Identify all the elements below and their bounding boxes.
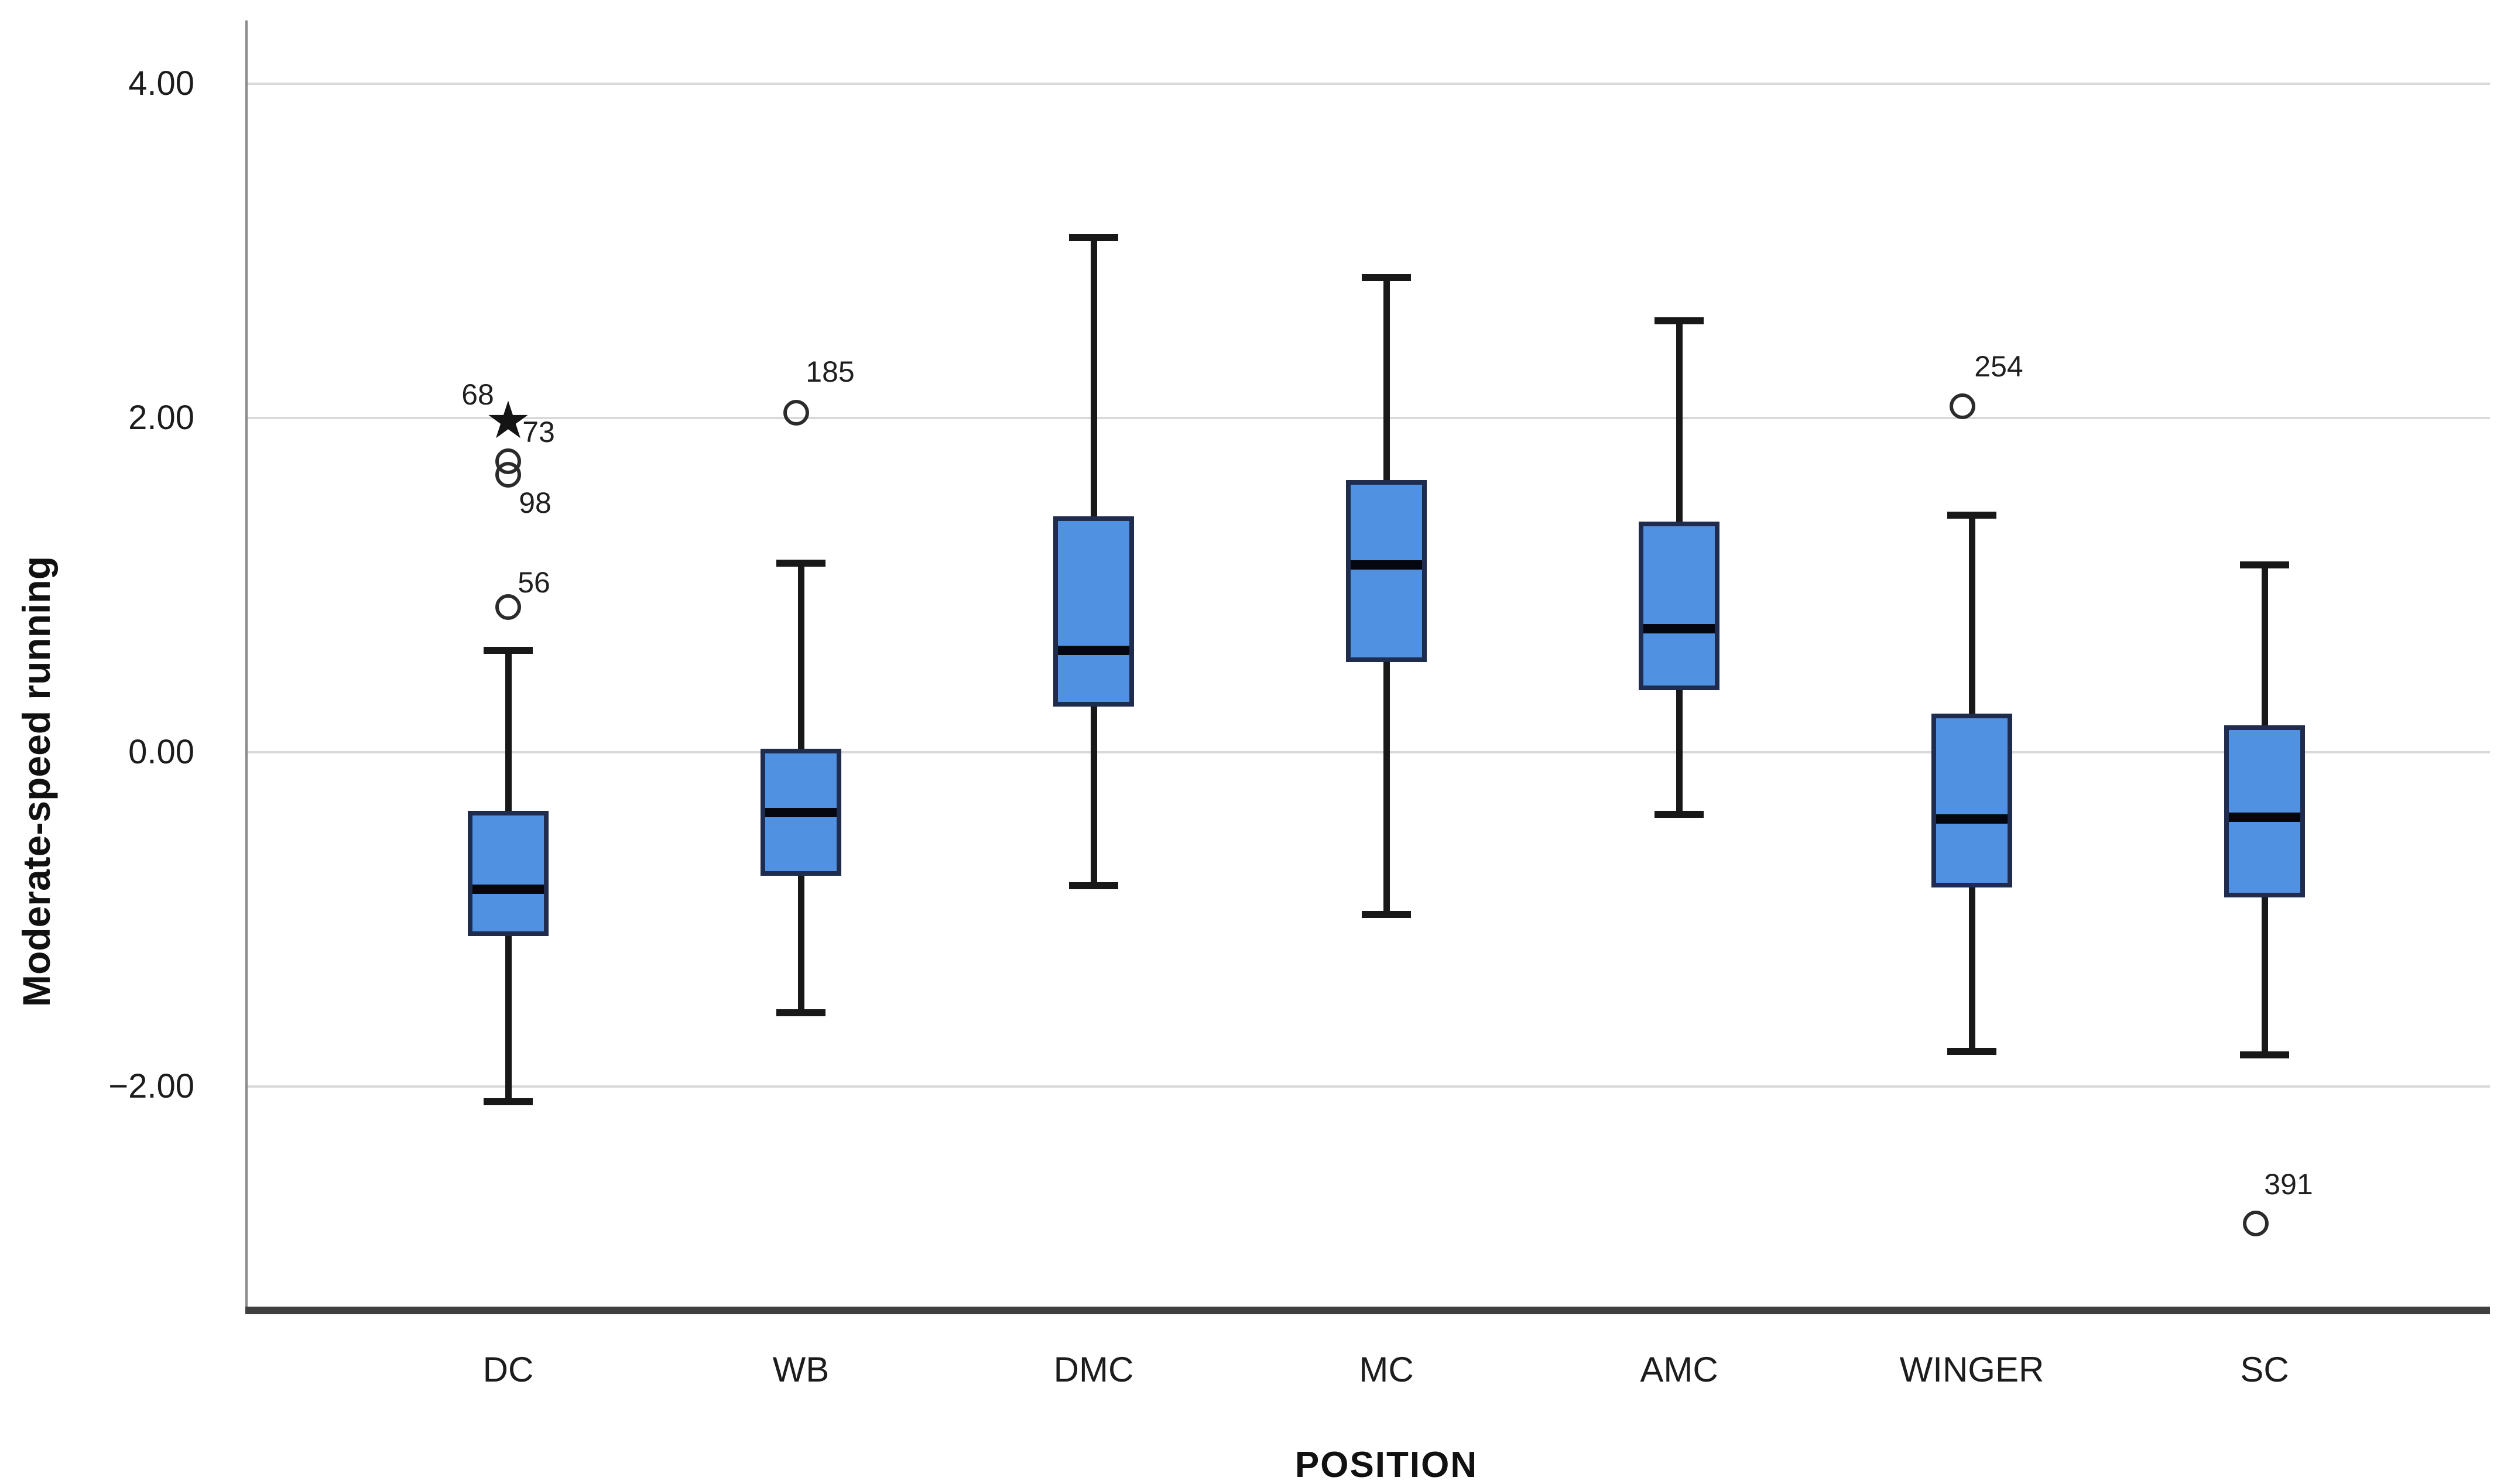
- ytick-4.00: 4.00: [128, 64, 194, 102]
- y-axis-title: Moderate-speed running: [15, 556, 58, 1007]
- outlier-case-label-254: 254: [1974, 350, 2023, 383]
- gridline-0.00: [245, 751, 2490, 753]
- box-AMC: [1639, 522, 1719, 690]
- outlier-case-label-68: 68: [461, 378, 494, 411]
- median-WB: [765, 808, 837, 817]
- outlier-circle-68: [495, 448, 521, 474]
- ytick-2.00: 2.00: [128, 399, 194, 437]
- median-DMC: [1058, 646, 1129, 655]
- box-MC: [1346, 480, 1427, 662]
- outlier-circle-254: [1950, 393, 1975, 419]
- outlier-circle-391: [2243, 1211, 2269, 1236]
- whisker-cap-bottom-AMC: [1655, 811, 1704, 818]
- xtick-WINGER: WINGER: [1899, 1350, 2044, 1389]
- outlier-case-label-98: 98: [519, 486, 552, 519]
- whisker-cap-bottom-MC: [1362, 911, 1411, 918]
- outlier-case-label-56: 56: [518, 566, 550, 599]
- gridline-4.00: [245, 83, 2490, 85]
- xtick-MC: MC: [1359, 1350, 1414, 1389]
- ytick-0.00: 0.00: [128, 733, 194, 771]
- box-SC: [2224, 725, 2305, 897]
- box-DMC: [1053, 516, 1134, 707]
- box-DC: [468, 811, 549, 936]
- median-DC: [472, 885, 544, 894]
- median-MC: [1351, 560, 1422, 570]
- xtick-DMC: DMC: [1053, 1350, 1134, 1389]
- gridline-2.00: [245, 417, 2490, 419]
- whisker-cap-top-DMC: [1069, 234, 1118, 241]
- ytick-−2.00: −2.00: [108, 1067, 194, 1105]
- outlier-case-label-185: 185: [806, 355, 855, 388]
- whisker-cap-top-MC: [1362, 274, 1411, 281]
- outlier-star-73: ★: [485, 391, 532, 449]
- xtick-WB: WB: [772, 1350, 830, 1389]
- x-axis-title: POSITION: [1294, 1445, 1478, 1484]
- whisker-cap-top-AMC: [1655, 317, 1704, 324]
- xtick-SC: SC: [2240, 1350, 2289, 1389]
- median-SC: [2229, 813, 2300, 822]
- whisker-cap-bottom-SC: [2240, 1051, 2289, 1058]
- box-WINGER: [1931, 714, 2012, 887]
- whisker-cap-top-SC: [2240, 561, 2289, 568]
- x-axis-line: [245, 1307, 2490, 1314]
- outlier-case-label-73: 73: [522, 416, 555, 448]
- whisker-cap-bottom-WINGER: [1947, 1048, 1996, 1055]
- outlier-case-label-391: 391: [2264, 1168, 2313, 1201]
- median-AMC: [1643, 624, 1715, 633]
- xtick-AMC: AMC: [1640, 1350, 1718, 1389]
- outlier-circle-185: [783, 400, 809, 426]
- whisker-cap-top-WB: [776, 560, 825, 567]
- xtick-DC: DC: [482, 1350, 534, 1389]
- whisker-cap-bottom-WB: [776, 1009, 825, 1016]
- gridline-−2.00: [245, 1085, 2490, 1088]
- median-WINGER: [1936, 814, 2008, 824]
- whisker-cap-bottom-DMC: [1069, 882, 1118, 889]
- whisker-cap-top-WINGER: [1947, 512, 1996, 519]
- y-axis-line: [245, 20, 248, 1307]
- whisker-cap-bottom-DC: [484, 1098, 533, 1105]
- whisker-cap-top-DC: [484, 647, 533, 654]
- outlier-circle-56: [495, 594, 521, 620]
